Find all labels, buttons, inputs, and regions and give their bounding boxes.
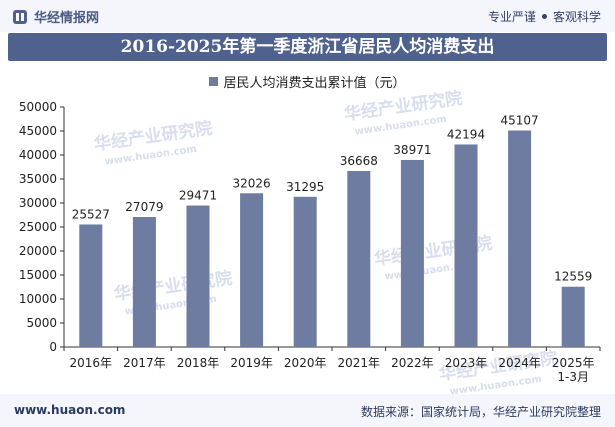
- y-tick-label: 5000: [26, 316, 57, 330]
- legend-swatch: [209, 77, 219, 86]
- y-tick-label: 20000: [19, 244, 57, 258]
- footer-source: 数据来源：国家统计局，华经产业研究院整理: [360, 405, 601, 419]
- tagline-2: 客观科学: [552, 10, 601, 24]
- x-tick-label: 2025年: [552, 356, 595, 370]
- x-tick-label: 2020年: [284, 356, 327, 370]
- data-label: 25527: [72, 207, 110, 221]
- brand-name: 华经情报网: [34, 11, 100, 26]
- x-tick-label: 2016年: [70, 356, 113, 370]
- x-tick-label: 2021年: [338, 356, 381, 370]
- x-tick-label: 2022年: [391, 356, 434, 370]
- tagline-1: 专业严谨: [487, 10, 536, 24]
- legend-label: 居民人均消费支出累计值（元）: [223, 76, 406, 91]
- y-tick-label: 0: [49, 340, 57, 354]
- bar[interactable]: [240, 193, 264, 347]
- bar-layer: 25527 2016年 27079 2017年 29471 2018年 32026 2019年…: [70, 113, 595, 384]
- brand[interactable]: 华经情报网: [12, 7, 99, 26]
- bar[interactable]: [400, 159, 424, 347]
- x-tick-label: 1-3月: [557, 370, 589, 384]
- top-bar: 华经情报网 专业严谨 客观科学: [0, 0, 615, 32]
- y-tick-label: 30000: [19, 196, 57, 210]
- bar-chart: 华经产业研究院www.huaon.com华经产业研究院www.huaon.com…: [19, 88, 601, 394]
- data-label: 27079: [125, 200, 163, 214]
- x-tick-label: 2024年: [498, 356, 541, 370]
- brand-logo-icon: [13, 9, 27, 24]
- y-tick-label: 45000: [19, 124, 57, 138]
- bar[interactable]: [132, 217, 156, 347]
- data-label: 36668: [340, 154, 378, 168]
- bar[interactable]: [508, 130, 532, 347]
- data-label: 12559: [554, 270, 592, 284]
- footer-site[interactable]: www.huaon.com: [14, 403, 126, 417]
- chart-legend: 居民人均消费支出累计值（元）: [0, 72, 615, 91]
- data-label: 38971: [393, 143, 431, 157]
- bar[interactable]: [561, 286, 585, 347]
- data-label: 45107: [501, 113, 539, 127]
- tagline: 专业严谨 客观科学: [488, 8, 601, 25]
- footer: www.huaon.com 数据来源：国家统计局，华经产业研究院整理: [0, 394, 615, 427]
- data-label: 42194: [447, 127, 485, 141]
- x-tick-label: 2017年: [123, 356, 166, 370]
- bar[interactable]: [454, 144, 478, 347]
- y-tick-label: 10000: [19, 292, 57, 306]
- chart-title: 2016-2025年第一季度浙江省居民人均消费支出: [8, 33, 607, 61]
- y-tick-label: 25000: [19, 220, 57, 234]
- bar[interactable]: [347, 170, 371, 347]
- dot-icon: [541, 14, 547, 19]
- y-tick-label: 35000: [19, 172, 57, 186]
- watermark-layer: 华经产业研究院www.huaon.com华经产业研究院www.huaon.com…: [93, 88, 559, 394]
- y-tick-label: 15000: [19, 268, 57, 282]
- x-tick-label: 2019年: [230, 356, 273, 370]
- bar[interactable]: [79, 224, 103, 347]
- bar[interactable]: [186, 205, 210, 347]
- data-label: 32026: [233, 176, 271, 190]
- y-tick-label: 40000: [19, 148, 57, 162]
- data-label: 29471: [179, 189, 217, 203]
- x-tick-label: 2023年: [445, 356, 488, 370]
- data-label: 31295: [286, 180, 324, 194]
- y-tick-label: 50000: [19, 100, 57, 114]
- bar[interactable]: [293, 196, 317, 347]
- x-tick-label: 2018年: [177, 356, 220, 370]
- axis-layer: 0 5000 10000 15000 20000 25000 30000 35000 40000…: [19, 100, 601, 354]
